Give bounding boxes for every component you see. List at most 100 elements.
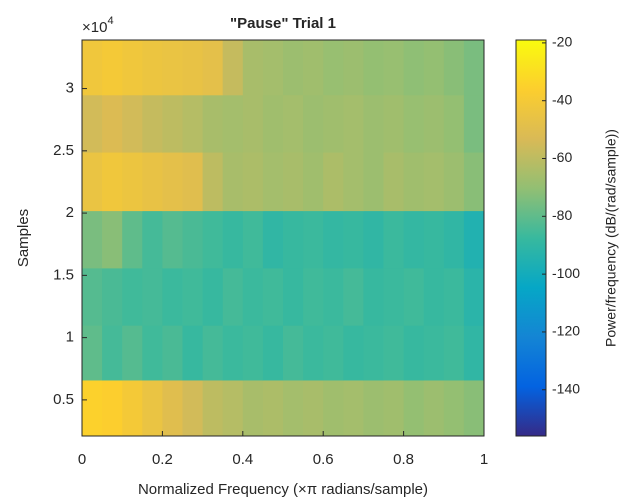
heatmap-cell xyxy=(102,152,123,212)
heatmap-cell xyxy=(363,40,384,96)
heatmap-cell xyxy=(182,152,204,212)
y-axis-label: Samples xyxy=(15,209,32,267)
heatmap-cell xyxy=(443,94,465,153)
heatmap-cell xyxy=(262,152,284,212)
heatmap-cell xyxy=(242,40,264,96)
heatmap-cell xyxy=(383,152,405,212)
x-tick-label: 0.6 xyxy=(313,451,334,468)
chart-title: "Pause" Trial 1 xyxy=(230,15,336,32)
colorbar-tick-label: -80 xyxy=(552,207,572,223)
heatmap-cell xyxy=(102,325,123,381)
heatmap-cell xyxy=(182,267,204,326)
heatmap-cell xyxy=(443,210,465,269)
heatmap-cell xyxy=(222,379,244,437)
heatmap-cell xyxy=(102,267,123,326)
heatmap-cell xyxy=(262,379,284,437)
heatmap-cell xyxy=(162,94,183,153)
y-tick-label: 2.5 xyxy=(53,142,74,159)
heatmap-cell xyxy=(102,210,123,269)
heatmap-cell xyxy=(262,325,284,381)
heatmap-cell xyxy=(102,40,123,96)
heatmap-cell xyxy=(363,379,384,437)
y-tick-label: 1 xyxy=(66,329,74,346)
heatmap-cell xyxy=(423,325,445,381)
heatmap-cell xyxy=(343,267,364,326)
heatmap-cell xyxy=(323,325,344,381)
heatmap-cell xyxy=(283,210,304,269)
heatmap-cell xyxy=(323,152,344,212)
heatmap-cell xyxy=(162,40,183,96)
heatmap-cell xyxy=(423,210,445,269)
heatmap-cell xyxy=(82,210,103,269)
y-tick-label: 3 xyxy=(66,80,74,97)
heatmap-cell xyxy=(423,40,445,96)
heatmap-cell xyxy=(142,40,163,96)
heatmap-cell xyxy=(242,267,264,326)
heatmap-cell xyxy=(303,152,324,212)
y-tick-label: 2 xyxy=(66,204,74,221)
heatmap-cell xyxy=(343,152,364,212)
heatmap-cell xyxy=(182,325,204,381)
multiplier-exponent: 4 xyxy=(107,15,113,27)
heatmap-cell xyxy=(403,94,425,153)
heatmap-cell xyxy=(363,325,384,381)
colorbar-label: Power/frequency (dB/(rad/sample)) xyxy=(603,129,619,347)
heatmap-cell xyxy=(463,210,485,269)
heatmap-cell xyxy=(323,210,344,269)
heatmap-cell xyxy=(463,267,485,326)
heatmap-cell xyxy=(443,152,465,212)
heatmap-cell xyxy=(383,267,405,326)
heatmap-cell xyxy=(363,210,384,269)
heatmap-cell xyxy=(162,325,183,381)
colorbar-tick-label: -60 xyxy=(552,149,572,165)
heatmap-cell xyxy=(363,152,384,212)
heatmap-cell xyxy=(403,210,425,269)
heatmap-cell xyxy=(403,267,425,326)
heatmap-cell xyxy=(443,40,465,96)
heatmap-cell xyxy=(122,325,143,381)
heatmap-cell xyxy=(343,325,364,381)
heatmap-cell xyxy=(283,40,304,96)
heatmap-cell xyxy=(383,325,405,381)
axis-multiplier: ×104 xyxy=(82,15,114,36)
heatmap-cell xyxy=(343,210,364,269)
x-tick-label: 0.2 xyxy=(152,451,173,468)
heatmap-cell xyxy=(323,40,344,96)
heatmap-cell xyxy=(463,325,485,381)
heatmap-cell xyxy=(102,94,123,153)
heatmap-cell xyxy=(122,267,143,326)
heatmap-cell xyxy=(283,152,304,212)
heatmap-cell xyxy=(423,94,445,153)
heatmap-cell xyxy=(182,40,204,96)
colorbar-tick-label: -40 xyxy=(552,91,572,107)
heatmap-cell xyxy=(283,379,304,437)
heatmap-cell xyxy=(162,152,183,212)
heatmap-cell xyxy=(102,379,123,437)
x-tick-label: 0.4 xyxy=(232,451,253,468)
heatmap-cell xyxy=(403,152,425,212)
heatmap-cell xyxy=(262,267,284,326)
heatmap-cell xyxy=(303,40,324,96)
heatmap-cell xyxy=(403,325,425,381)
heatmap-cell xyxy=(222,210,244,269)
heatmap-cell xyxy=(323,267,344,326)
heatmap-cell xyxy=(242,152,264,212)
heatmap-cell xyxy=(142,379,163,437)
heatmap-cell xyxy=(142,325,163,381)
heatmap-cell xyxy=(82,379,103,437)
heatmap-cell xyxy=(303,94,324,153)
heatmap-cell xyxy=(202,267,224,326)
heatmap-cell xyxy=(283,325,304,381)
heatmap-cell xyxy=(303,325,324,381)
heatmap-cell xyxy=(162,210,183,269)
heatmap-cell xyxy=(122,152,143,212)
heatmap-cell xyxy=(463,40,485,96)
heatmap-cell xyxy=(363,94,384,153)
heatmap-cell xyxy=(242,379,264,437)
heatmap-cell xyxy=(202,325,224,381)
heatmap-cell xyxy=(242,94,264,153)
heatmap-cell xyxy=(82,94,103,153)
heatmap-cell xyxy=(182,210,204,269)
heatmap-cell xyxy=(423,379,445,437)
heatmap-cell xyxy=(323,94,344,153)
